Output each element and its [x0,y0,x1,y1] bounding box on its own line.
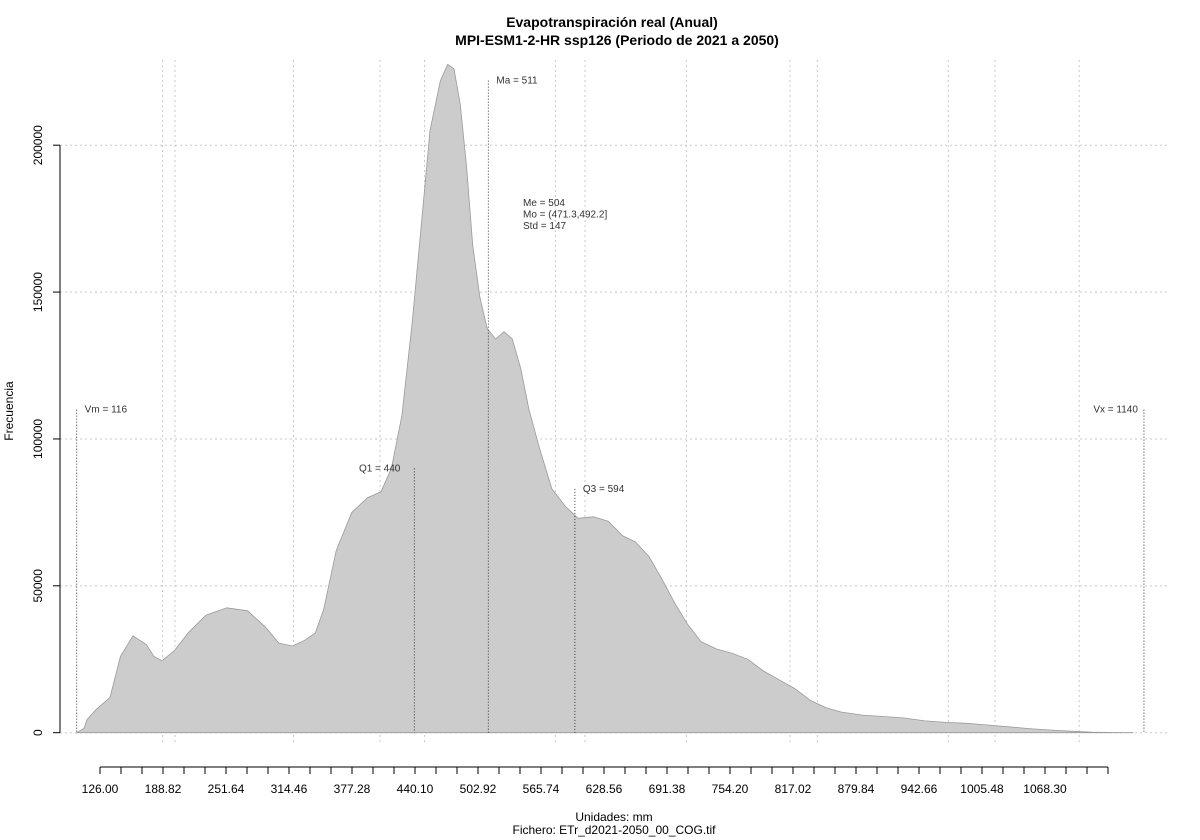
x-tick-label: 628.56 [586,782,623,796]
x-tick-label: 377.28 [334,782,371,796]
grid-lines [60,60,1170,743]
x-tick-label: 126.00 [82,782,119,796]
y-axis-label: Frecuencia [2,381,16,441]
x-tick-label: 314.46 [271,782,308,796]
x-tick-label: 1005.48 [960,782,1004,796]
marker-label: Vm = 116 [85,405,128,416]
axes: 0 50000 100000 150000 200000 126.00 188.82 251.… [31,125,1109,796]
chart-subtitle: MPI-ESM1-2-HR ssp126 (Periodo de 2021 a … [455,32,779,48]
y-tick-label: 50000 [31,569,45,603]
y-tick-label: 150000 [31,272,45,312]
y-tick-label: 0 [31,729,45,736]
marker-label: Q1 = 440 [359,463,401,474]
stat-label: Mo = (471.3,492.2] [523,210,607,221]
x-axis-label: Unidades: mm [575,810,652,824]
x-tick-label: 502.92 [460,782,497,796]
x-tick-label: 942.66 [901,782,938,796]
x-tick-label: 440.10 [397,782,434,796]
file-caption: Fichero: ETr_d2021-2050_00_COG.tif [513,823,717,837]
marker-label: Q3 = 594 [583,484,625,495]
stat-label: Std = 147 [523,221,567,232]
chart-title: Evapotranspiración real (Anual) [506,14,718,30]
y-tick-label: 200000 [31,125,45,165]
stat-label: Me = 504 [523,198,565,209]
x-tick-label: 691.38 [649,782,686,796]
x-tick-label: 188.82 [145,782,182,796]
x-tick-label: 879.84 [838,782,875,796]
x-tick-label: 1068.30 [1023,782,1067,796]
x-tick-label: 251.64 [208,782,245,796]
x-tick-label: 754.20 [712,782,749,796]
y-tick-label: 100000 [31,419,45,459]
density-area-path [75,63,1134,734]
x-tick-label: 817.02 [775,782,812,796]
marker-label: Vx = 1140 [1093,405,1138,416]
x-tick-label: 565.74 [523,782,560,796]
statistic-markers: Vm = 116 Q1 = 440 Ma = 511 Q3 = 594 Vx = 114… [76,76,1145,733]
density-area [75,63,1134,734]
marker-label: Ma = 511 [496,76,538,87]
